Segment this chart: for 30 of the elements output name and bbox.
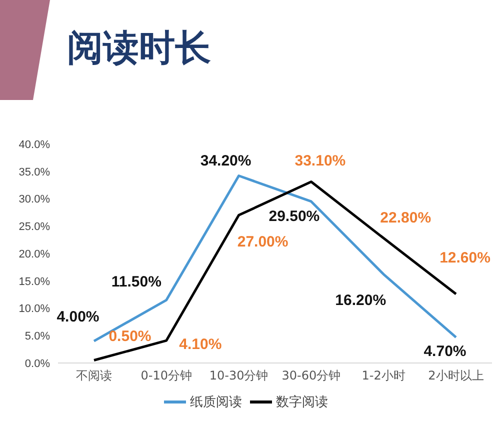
data-label: 4.00% xyxy=(56,308,100,326)
y-tick-label: 5.0% xyxy=(24,330,50,343)
data-label: 22.80% xyxy=(380,210,432,227)
x-tick-label: 1-2小时 xyxy=(362,368,406,383)
data-label: 0.50% xyxy=(108,328,152,345)
y-tick-label: 15.0% xyxy=(18,276,50,288)
y-tick-label: 40.0% xyxy=(18,138,50,151)
x-tick-label: 不阅读 xyxy=(76,368,112,383)
y-tick-label: 35.0% xyxy=(18,166,50,178)
x-tick-label: 2小时以上 xyxy=(428,368,484,383)
y-tick-label: 20.0% xyxy=(18,248,50,260)
data-label: 16.20% xyxy=(335,292,386,309)
legend-label: 纸质阅读 xyxy=(190,394,242,411)
x-tick-label: 10-30分钟 xyxy=(209,368,268,383)
data-label: 4.10% xyxy=(179,336,222,354)
data-label: 33.10% xyxy=(294,152,346,170)
data-label: 12.60% xyxy=(440,250,490,267)
data-label: 4.70% xyxy=(424,342,466,360)
y-tick-label: 30.0% xyxy=(18,194,50,206)
data-label: 11.50% xyxy=(111,274,162,291)
data-label: 34.20% xyxy=(200,152,252,170)
y-tick-label: 0.0% xyxy=(24,358,50,370)
legend-label: 数字阅读 xyxy=(276,394,328,411)
chart-title: 阅读时长 xyxy=(67,27,211,71)
y-tick-label: 10.0% xyxy=(18,303,50,316)
x-tick-label: 30-60分钟 xyxy=(282,368,341,383)
x-tick-label: 0-10分钟 xyxy=(140,368,192,383)
data-label: 27.00% xyxy=(237,234,288,251)
data-label: 29.50% xyxy=(268,208,320,225)
y-tick-label: 25.0% xyxy=(18,221,50,234)
